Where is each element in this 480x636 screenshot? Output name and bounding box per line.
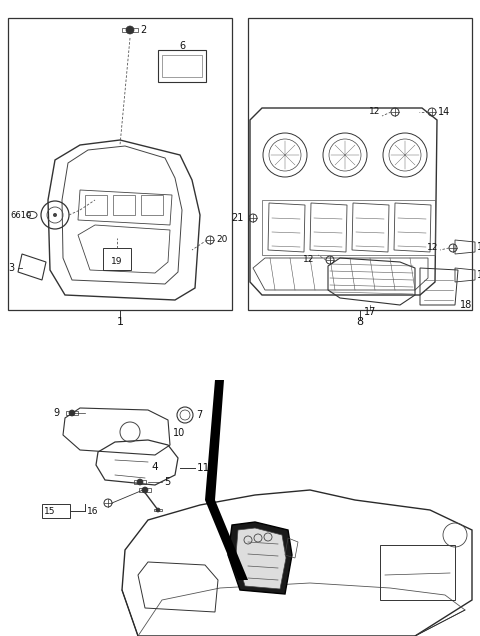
Text: 10: 10: [173, 428, 185, 438]
Bar: [380, 545, 455, 600]
Bar: [248, 18, 472, 310]
Text: 19: 19: [111, 258, 123, 266]
Text: 20: 20: [216, 235, 228, 244]
Bar: [139, 488, 151, 492]
Bar: [141, 195, 163, 215]
Text: 21: 21: [232, 213, 244, 223]
Text: 18: 18: [460, 300, 472, 310]
Text: 6: 6: [179, 41, 185, 51]
Text: 8: 8: [357, 317, 363, 327]
Polygon shape: [205, 500, 248, 580]
Circle shape: [137, 479, 143, 485]
Bar: [162, 55, 202, 77]
Polygon shape: [236, 528, 286, 589]
Circle shape: [53, 213, 57, 217]
Circle shape: [69, 410, 75, 416]
Bar: [8, 18, 232, 310]
Text: 12: 12: [369, 107, 380, 116]
Circle shape: [156, 508, 160, 512]
Text: 11: 11: [197, 463, 210, 473]
Bar: [134, 480, 146, 484]
Bar: [85, 195, 107, 215]
Circle shape: [126, 26, 134, 34]
Bar: [42, 504, 70, 518]
Bar: [154, 509, 162, 511]
Text: 5: 5: [164, 477, 170, 487]
Text: 3: 3: [8, 263, 14, 273]
Text: 6610: 6610: [10, 211, 31, 219]
Polygon shape: [228, 522, 292, 594]
Text: 17: 17: [364, 307, 376, 317]
Text: 16: 16: [87, 506, 98, 516]
Text: 2: 2: [140, 25, 146, 35]
Text: 12: 12: [427, 244, 438, 252]
Text: 14: 14: [438, 107, 450, 117]
Circle shape: [142, 487, 148, 493]
Text: 13: 13: [477, 242, 480, 252]
Text: 1: 1: [117, 317, 123, 327]
Text: 12: 12: [302, 256, 314, 265]
Bar: [103, 248, 131, 270]
Bar: [66, 411, 78, 415]
Text: 15: 15: [44, 506, 56, 516]
Bar: [113, 195, 135, 215]
Bar: [158, 50, 206, 82]
Text: 4: 4: [152, 462, 158, 472]
Bar: [122, 27, 138, 32]
Polygon shape: [205, 380, 224, 500]
Text: 7: 7: [196, 410, 202, 420]
Text: 13: 13: [477, 270, 480, 280]
Text: 9: 9: [54, 408, 60, 418]
